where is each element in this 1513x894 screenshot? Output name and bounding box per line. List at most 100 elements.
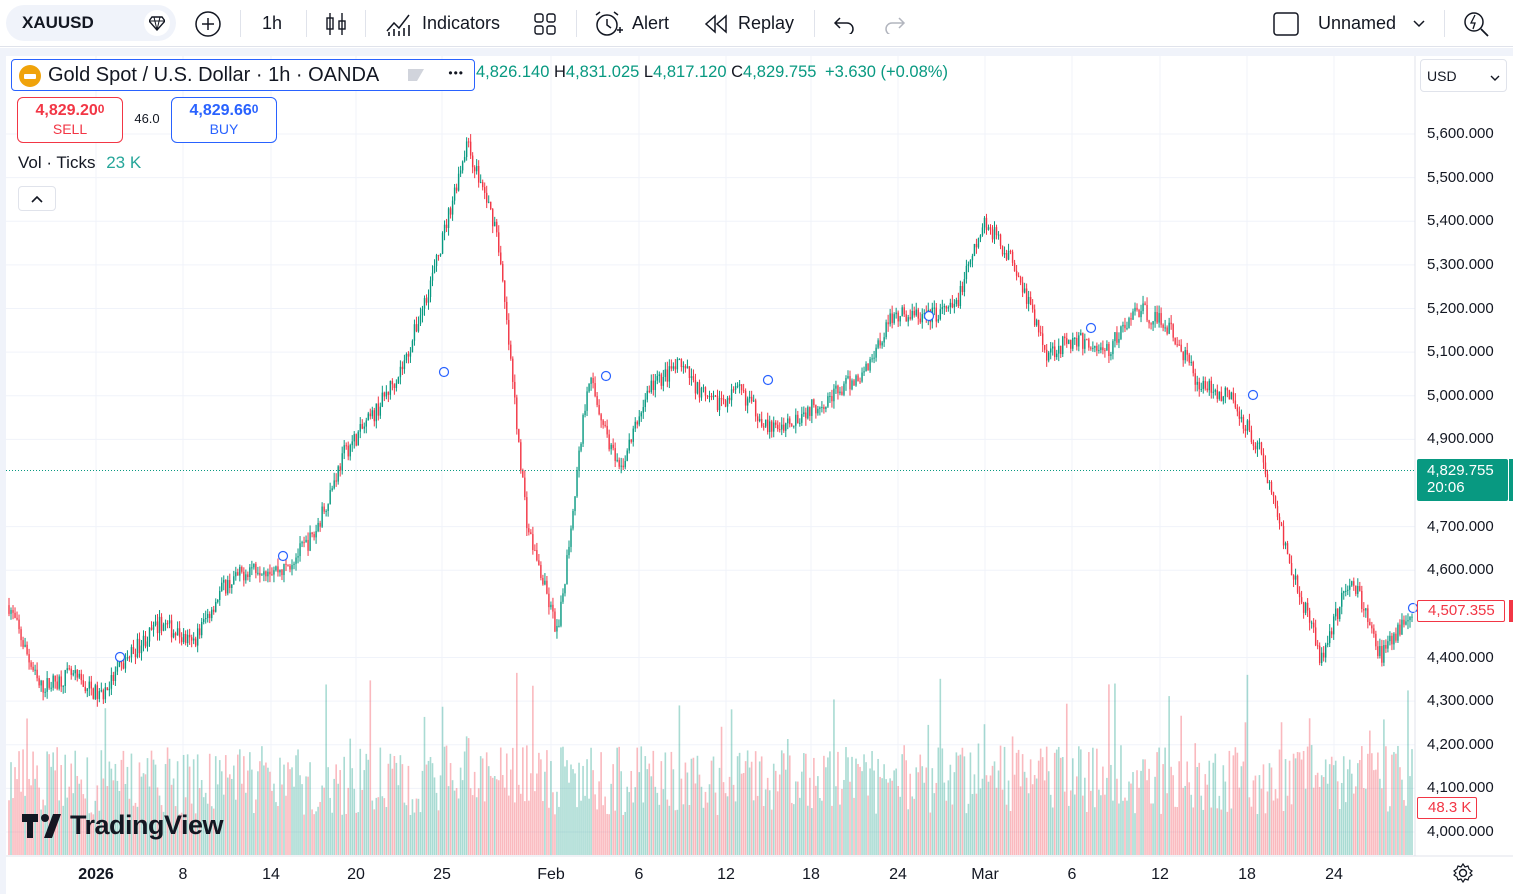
price-tick-label: 4,100.000 bbox=[1427, 779, 1494, 797]
currency-select[interactable]: USD bbox=[1420, 59, 1507, 92]
volume-bar bbox=[606, 813, 608, 855]
candle-body bbox=[1345, 590, 1347, 592]
candle-body bbox=[1208, 380, 1210, 391]
candle-body bbox=[202, 619, 205, 623]
volume-bar bbox=[114, 763, 117, 855]
flag-icon[interactable] bbox=[408, 68, 424, 82]
volume-bar bbox=[540, 759, 542, 855]
candle-body bbox=[849, 376, 851, 390]
event-marker bbox=[923, 310, 935, 322]
symbol-legend[interactable]: Gold Spot / U.S. Dollar · 1h · OANDA ••• bbox=[11, 59, 475, 91]
candle-body bbox=[544, 580, 546, 585]
tradingview-logo[interactable]: TradingView bbox=[22, 810, 224, 841]
volume-bar bbox=[1194, 743, 1197, 855]
candle-body bbox=[520, 442, 522, 471]
scale-settings-button[interactable] bbox=[1452, 862, 1474, 889]
symbol-search-button[interactable]: XAUUSD bbox=[6, 5, 176, 41]
candle-body bbox=[381, 392, 384, 407]
compare-add-button[interactable] bbox=[194, 0, 222, 47]
replay-button[interactable]: Replay bbox=[703, 0, 794, 47]
candle-body bbox=[748, 396, 751, 399]
volume-bar bbox=[760, 756, 763, 855]
last-price-label: 4,829.755 20:06 bbox=[1417, 459, 1508, 501]
interval-button[interactable]: 1h bbox=[262, 0, 282, 47]
price-tick-label: 4,900.000 bbox=[1427, 430, 1494, 448]
volume-bar bbox=[168, 758, 171, 855]
volume-bar bbox=[708, 784, 711, 855]
volume-bar bbox=[182, 754, 185, 855]
undo-icon bbox=[833, 14, 855, 34]
candle-body bbox=[347, 445, 349, 457]
grid-layout-icon bbox=[532, 11, 558, 37]
candle-body bbox=[357, 431, 359, 446]
volume-bar bbox=[1304, 788, 1307, 855]
candle-body bbox=[694, 379, 697, 394]
candle-body bbox=[1393, 633, 1395, 645]
volume-bar bbox=[180, 812, 183, 855]
candle-body bbox=[315, 531, 317, 538]
redo-button[interactable] bbox=[884, 0, 906, 47]
volume-bar bbox=[1397, 745, 1399, 855]
volume-bar bbox=[186, 754, 189, 855]
volume-bar bbox=[222, 794, 225, 855]
volume-bar bbox=[646, 769, 649, 855]
candle-body bbox=[644, 399, 646, 408]
quick-search-button[interactable] bbox=[1462, 0, 1490, 47]
volume-bar bbox=[1300, 759, 1303, 855]
volume-legend[interactable]: Vol · Ticks 23 K bbox=[18, 153, 141, 173]
volume-bar bbox=[1106, 777, 1108, 855]
diamond-icon[interactable] bbox=[144, 10, 170, 36]
plus-circle-icon bbox=[194, 10, 222, 38]
candle-body bbox=[979, 235, 982, 239]
candle-body bbox=[92, 688, 95, 699]
candle-body bbox=[967, 264, 970, 266]
candle-body bbox=[375, 403, 378, 422]
volume-bar bbox=[134, 802, 137, 855]
candle-body bbox=[504, 280, 506, 302]
toolbar-divider bbox=[306, 10, 307, 37]
alert-button[interactable]: Alert bbox=[593, 0, 669, 47]
layouts-button[interactable] bbox=[532, 0, 558, 47]
event-markers[interactable] bbox=[114, 310, 1419, 663]
candle-body bbox=[457, 173, 460, 191]
volume-bar bbox=[722, 782, 725, 855]
gold-logo-icon bbox=[19, 65, 41, 87]
more-options-button[interactable]: ••• bbox=[448, 66, 464, 80]
candle-body bbox=[769, 421, 771, 432]
volume-bar bbox=[1063, 791, 1066, 855]
candle-body bbox=[140, 645, 143, 654]
candle-body bbox=[793, 425, 795, 427]
candle-body bbox=[138, 638, 141, 654]
candle-body bbox=[887, 322, 889, 325]
volume-bar bbox=[329, 797, 331, 855]
candle-body bbox=[66, 668, 68, 671]
candle-body bbox=[652, 380, 654, 391]
volume-bar bbox=[1214, 753, 1217, 855]
collapse-legend-button[interactable] bbox=[18, 186, 56, 211]
candle-body bbox=[102, 690, 105, 700]
candle-body bbox=[779, 429, 781, 431]
price-tick-label: 5,000.000 bbox=[1427, 386, 1494, 404]
sell-button[interactable]: 4,829.200 SELL bbox=[17, 97, 123, 143]
volume-bar bbox=[841, 788, 843, 855]
candle-body bbox=[94, 685, 97, 699]
candle-body bbox=[706, 395, 709, 397]
last-price-value: 4,829.755 bbox=[1427, 462, 1494, 479]
volume-bar bbox=[985, 775, 988, 855]
undo-button[interactable] bbox=[833, 0, 855, 47]
indicators-button[interactable]: Indicators bbox=[385, 0, 500, 47]
buy-button[interactable]: 4,829.660 BUY bbox=[171, 97, 277, 143]
volume-bar bbox=[453, 790, 456, 855]
chart-type-button[interactable] bbox=[324, 0, 348, 47]
volume-bar bbox=[56, 747, 58, 855]
candle-body bbox=[82, 680, 84, 687]
volume-bar bbox=[1096, 748, 1098, 855]
volume-bar bbox=[325, 684, 327, 855]
volume-bar bbox=[1142, 759, 1144, 855]
candle-body bbox=[1310, 622, 1313, 624]
volume-bar bbox=[774, 770, 777, 855]
volume-bar bbox=[1152, 803, 1154, 855]
chevron-down-icon bbox=[1490, 69, 1500, 85]
layout-menu-button[interactable]: Unnamed bbox=[1272, 0, 1426, 47]
